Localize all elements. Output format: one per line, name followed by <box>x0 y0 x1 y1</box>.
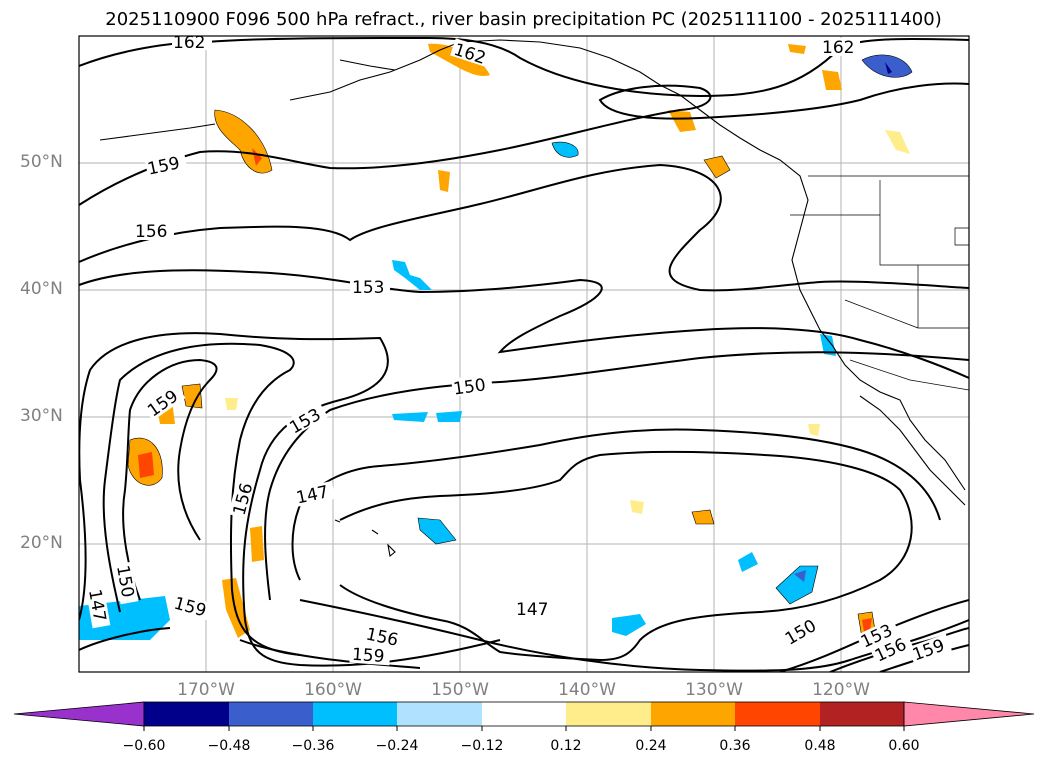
colorbar-tick-label: 0.36 <box>719 738 751 754</box>
contour-labels: 162 162 162 159 156 153 150 153 156 147 … <box>84 33 952 667</box>
map-frame <box>78 35 970 673</box>
lat-label: 50°N <box>20 152 63 172</box>
colorbar-extend-high <box>903 701 1035 727</box>
coastlines <box>99 39 966 558</box>
lat-label: 30°N <box>20 406 63 426</box>
colorbar-tick-label: −0.36 <box>291 738 335 754</box>
contour-label: 162 <box>822 38 854 58</box>
lon-label: 160°W <box>304 680 362 700</box>
colorbar-tick-label: 0.12 <box>550 738 582 754</box>
colorbar-tick-label: 0.60 <box>888 738 920 754</box>
colorbar <box>13 701 1035 731</box>
contour-label: 159 <box>146 153 182 179</box>
colorbar-tick-label: 0.24 <box>635 738 667 754</box>
precip-anomaly-shading <box>79 43 913 640</box>
lon-label: 120°W <box>812 680 870 700</box>
contour-label: 153 <box>352 278 384 298</box>
map-title: 2025110900 F096 500 hPa refract., river … <box>105 9 942 30</box>
contour-label: 147 <box>516 600 548 620</box>
contour-label: 156 <box>135 222 167 242</box>
colorbar-tick-label: −0.60 <box>122 738 166 754</box>
contour-label: 147 <box>295 482 331 508</box>
colorbar-tick-label: 0.48 <box>804 738 836 754</box>
contour-label: 159 <box>351 645 385 667</box>
borders <box>790 175 969 391</box>
lon-label: 130°W <box>685 680 743 700</box>
colorbar-tick-label: −0.24 <box>375 738 419 754</box>
lat-label: 20°N <box>20 533 63 553</box>
lon-label: 150°W <box>431 680 489 700</box>
gridlines <box>79 36 969 672</box>
contour-label: 150 <box>452 375 487 399</box>
lat-label: 40°N <box>20 279 63 299</box>
colorbar-tick-label: −0.48 <box>207 738 251 754</box>
colorbar-tick-label: −0.12 <box>460 738 504 754</box>
contour-label: 162 <box>173 33 205 53</box>
contour-label: 159 <box>172 594 209 622</box>
colorbar-extend-low <box>13 701 145 727</box>
lon-label: 140°W <box>558 680 616 700</box>
lon-label: 170°W <box>177 680 235 700</box>
